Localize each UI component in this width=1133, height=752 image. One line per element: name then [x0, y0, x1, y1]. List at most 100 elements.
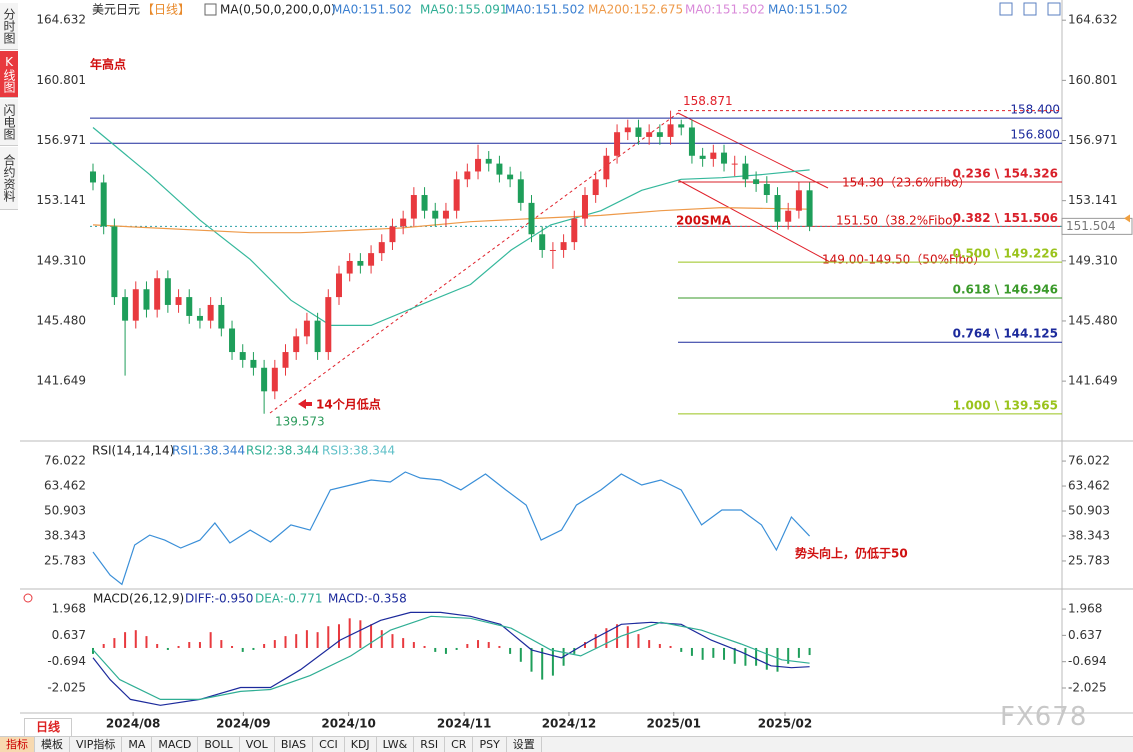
histogram-bar — [412, 642, 415, 648]
x-tick-label: 2024/12 — [542, 717, 596, 731]
x-tick-label: 2024/11 — [437, 717, 491, 731]
histogram-bar — [209, 632, 212, 648]
candle-body — [378, 242, 385, 254]
candle-body — [400, 218, 407, 227]
toolbar-item[interactable]: MA — [122, 737, 153, 752]
histogram-bar — [530, 647, 533, 672]
histogram-bar — [102, 644, 105, 648]
candle-body — [806, 190, 813, 227]
ma-label: MA0:151.502 — [332, 3, 412, 17]
histogram-bar — [145, 636, 148, 648]
series-line — [92, 471, 811, 586]
icon[interactable] — [1023, 2, 1037, 16]
toolbar-item[interactable]: LW& — [377, 737, 415, 752]
histogram-bar — [124, 632, 127, 648]
fib-label: 0.764 \ 144.125 — [953, 327, 1058, 341]
sidebar-tab[interactable]: 闪电图 — [0, 99, 18, 146]
histogram-bar — [744, 647, 747, 666]
histogram-bar — [370, 624, 373, 648]
toolbar-item[interactable]: RSI — [414, 737, 446, 752]
histogram-bar — [765, 647, 768, 670]
candle-body — [795, 190, 802, 211]
rsi-title: RSI(14,14,14) — [92, 444, 174, 458]
candle-body — [699, 155, 706, 159]
watermark: FX678 — [1000, 702, 1088, 732]
sidebar-tab[interactable]: 分时图 — [0, 3, 18, 50]
candle-body — [742, 163, 749, 180]
toolbar-item[interactable]: BOLL — [198, 737, 240, 752]
candle-body — [335, 273, 342, 298]
histogram-bar — [348, 618, 351, 648]
toolbar-item[interactable]: 设置 — [507, 737, 542, 752]
candle-body — [549, 249, 556, 251]
toolbar-item[interactable]: VOL — [240, 737, 275, 752]
x-tick-label: 2024/10 — [321, 717, 375, 731]
toolbar-item[interactable]: 模板 — [35, 737, 70, 752]
candle-body — [218, 304, 225, 329]
histogram-bar — [177, 645, 180, 648]
y-tick-label: 38.343 — [1068, 528, 1110, 542]
current-price-box — [1061, 217, 1133, 235]
icon[interactable] — [1047, 2, 1061, 16]
period-tab[interactable]: 日线 — [24, 718, 72, 736]
candle-body — [250, 359, 257, 368]
toolbar-item[interactable]: CR — [445, 737, 474, 752]
candle-body — [89, 171, 96, 183]
histogram-bar — [466, 644, 469, 648]
y-tick-label: 50.903 — [1068, 504, 1110, 518]
histogram-bar — [220, 640, 223, 648]
icon[interactable] — [999, 2, 1013, 16]
candle-body — [678, 124, 685, 128]
candle-body — [164, 278, 171, 305]
candle-body — [389, 226, 396, 243]
toolbar-item[interactable]: BIAS — [275, 737, 314, 752]
ma-label: MA0:151.502 — [685, 3, 765, 17]
histogram-bar — [316, 632, 319, 648]
y-tick-label: 76.022 — [44, 454, 86, 468]
sidebar-tab[interactable]: 合约资料 — [0, 147, 18, 210]
y-tick-label: 164.632 — [36, 13, 86, 27]
ma-label: MA50:155.091 — [420, 3, 508, 17]
toolbar-item[interactable]: CCI — [313, 737, 345, 752]
candle-body — [624, 127, 631, 133]
toolbar-item[interactable]: KDJ — [345, 737, 377, 752]
histogram-bar — [402, 638, 405, 648]
candle-body — [186, 297, 193, 316]
macd-title: MACD(26,12,9) — [93, 592, 184, 606]
histogram-bar — [519, 647, 522, 662]
y-tick-label: 145.480 — [1068, 313, 1118, 327]
candle-body — [196, 315, 203, 321]
current-price-label: 151.504 — [1066, 219, 1116, 233]
toolbar-item[interactable]: MACD — [152, 737, 199, 752]
candle-body — [667, 124, 674, 137]
y-tick-label: -2.025 — [47, 680, 86, 694]
histogram-bar — [787, 647, 790, 664]
indicator-label: RSI3:38.344 — [322, 444, 395, 458]
candle-body — [528, 202, 535, 235]
candle-body — [774, 195, 781, 222]
y-tick-label: 164.632 — [1068, 13, 1118, 27]
histogram-bar — [755, 647, 758, 666]
histogram-bar — [305, 630, 308, 648]
x-tick-label: 2025/01 — [647, 717, 701, 731]
sidebar-tab[interactable]: K线图 — [0, 51, 18, 98]
toolbar-item[interactable]: PSY — [473, 737, 507, 752]
toolbar-item[interactable]: 指标 — [0, 737, 35, 752]
histogram-bar — [188, 642, 191, 648]
arrow — [298, 399, 312, 409]
histogram-bar — [541, 647, 544, 680]
candle-body — [143, 289, 150, 310]
channel-line — [677, 179, 831, 263]
candle-body — [154, 278, 161, 310]
candle-body — [560, 242, 567, 250]
candle-body — [325, 297, 332, 353]
icon[interactable] — [23, 593, 33, 603]
y-tick-label: 1.968 — [52, 602, 86, 616]
candle-body — [688, 127, 695, 156]
icon[interactable] — [204, 3, 217, 16]
histogram-bar — [295, 634, 298, 648]
candle-body — [132, 289, 139, 321]
toolbar-item[interactable]: VIP指标 — [70, 737, 123, 752]
